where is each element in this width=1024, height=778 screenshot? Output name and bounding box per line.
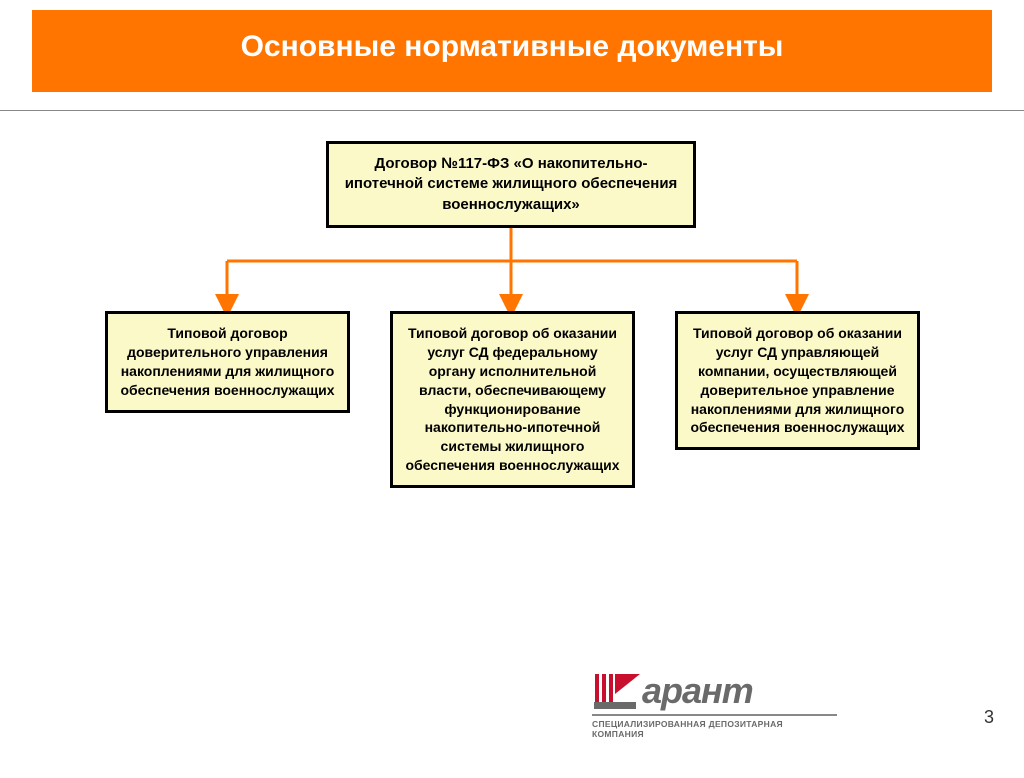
root-node-text: Договор №117-ФЗ «О накопительно-ипотечно… (345, 155, 678, 213)
child-node-2: Типовой договор об оказании услуг СД фед… (390, 311, 635, 488)
slide-header: Основные нормативные документы (32, 10, 992, 92)
header-divider (0, 110, 1024, 111)
logo: арант СПЕЦИАЛИЗИРОВАННАЯ ДЕПОЗИТАРНАЯ КО… (592, 670, 852, 739)
logo-mark-icon (592, 672, 640, 712)
child-node-3: Типовой договор об оказании услуг СД упр… (675, 311, 920, 450)
logo-subtitle: СПЕЦИАЛИЗИРОВАННАЯ ДЕПОЗИТАРНАЯ КОМПАНИЯ (592, 714, 837, 739)
logo-brand-text: арант (642, 670, 753, 712)
child-node-1-text: Типовой договор доверительного управлени… (120, 325, 334, 398)
child-node-3-text: Типовой договор об оказании услуг СД упр… (690, 325, 904, 435)
page-number: 3 (984, 707, 994, 728)
child-node-2-text: Типовой договор об оказании услуг СД фед… (405, 325, 619, 473)
child-node-1: Типовой договор доверительного управлени… (105, 311, 350, 413)
slide-title: Основные нормативные документы (42, 30, 982, 64)
root-node: Договор №117-ФЗ «О накопительно-ипотечно… (326, 141, 696, 228)
